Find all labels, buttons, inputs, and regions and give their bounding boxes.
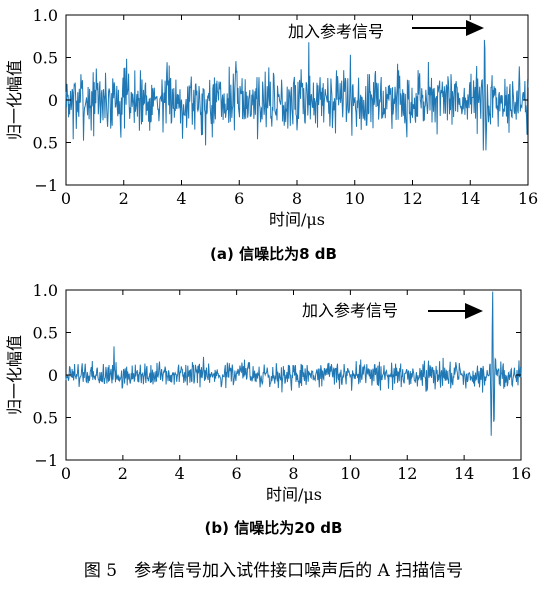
annotation-text-b: 加入参考信号: [302, 301, 398, 320]
x-ticks-a: 0 2 4 6 8 10 12 14 16: [61, 15, 538, 208]
x-tick-label: 2: [119, 189, 129, 208]
x-axis-label-a: 时间/μs: [269, 210, 325, 229]
x-tick-label: 8: [292, 189, 302, 208]
x-tick-label: 6: [234, 189, 244, 208]
y-axis-label-b: 归一化幅值: [5, 335, 24, 415]
chart-panel-a: 0 2 4 6 8 10 12 14 16 1.0 0.5 0 0.5 −1 时间/μs 归一化幅值 加…: [5, 6, 538, 229]
x-tick-label: 4: [175, 464, 185, 483]
figure-caption: 图 5 参考信号加入试件接口噪声后的 A 扫描信号: [83, 561, 464, 581]
x-tick-label: 16: [511, 464, 531, 483]
y-axis-label-a: 归一化幅值: [5, 60, 24, 140]
x-tick-label: 12: [402, 189, 422, 208]
x-tick-label: 0: [61, 189, 71, 208]
y-tick-label: 0: [48, 366, 58, 385]
annotation-arrowhead-a: [466, 20, 484, 36]
y-tick-label: 0.5: [33, 324, 58, 343]
x-tick-label: 14: [460, 189, 480, 208]
panel-caption-b: (b) 信噪比为20 dB: [204, 519, 343, 537]
signal-line-b: [65, 291, 522, 436]
x-tick-label: 6: [232, 464, 242, 483]
y-tick-label: 0.5: [33, 49, 58, 68]
annotation-arrowhead-b: [465, 303, 483, 319]
y-tick-label: 0.5: [33, 134, 58, 153]
annotation-text-a: 加入参考信号: [288, 22, 384, 41]
panel-caption-a: (a) 信噪比为8 dB: [210, 245, 337, 263]
y-tick-label: 0.5: [33, 409, 58, 428]
y-tick-label: 0: [48, 91, 58, 110]
x-tick-label: 16: [518, 189, 538, 208]
chart-panel-b: 0 2 4 6 8 10 12 14 16 1.0 0.5 0 0.5 −1 时间/μs 归一化幅值 加…: [5, 281, 531, 504]
signal-line-a: [65, 39, 529, 151]
x-tick-label: 10: [345, 189, 365, 208]
y-ticks-b: 1.0 0.5 0 0.5 −1: [33, 281, 521, 470]
x-tick-label: 14: [454, 464, 474, 483]
x-tick-label: 10: [340, 464, 360, 483]
y-tick-label: 1.0: [33, 281, 58, 300]
x-tick-label: 4: [176, 189, 186, 208]
x-ticks-b: 0 2 4 6 8 10 12 14 16: [61, 290, 531, 483]
x-tick-label: 8: [288, 464, 298, 483]
y-tick-label: 1.0: [33, 6, 58, 25]
y-tick-label: −1: [34, 176, 58, 195]
x-tick-label: 12: [397, 464, 417, 483]
y-tick-label: −1: [34, 451, 58, 470]
x-tick-label: 0: [61, 464, 71, 483]
x-tick-label: 2: [118, 464, 128, 483]
x-axis-label-b: 时间/μs: [266, 485, 322, 504]
y-ticks-a: 1.0 0.5 0 0.5 −1: [33, 6, 528, 195]
